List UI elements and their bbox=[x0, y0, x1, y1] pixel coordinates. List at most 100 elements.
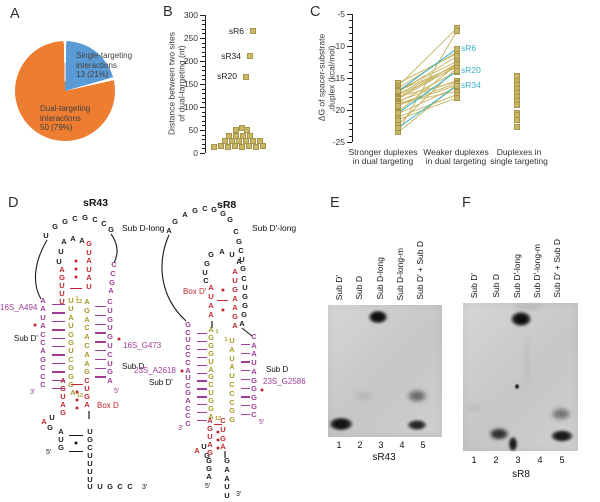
nucleotide: U bbox=[60, 392, 66, 401]
connector-line bbox=[397, 84, 458, 133]
nucleotide: U bbox=[68, 296, 74, 305]
connector-line bbox=[397, 64, 458, 95]
nucleotide: G bbox=[208, 396, 214, 406]
pair-dash bbox=[197, 396, 207, 398]
nucleotide: G bbox=[251, 375, 257, 385]
pair-dot bbox=[216, 438, 220, 442]
nucleotide: A bbox=[86, 256, 92, 266]
nucleotide: C bbox=[40, 363, 46, 373]
axis-tick bbox=[202, 42, 205, 44]
axis-tick bbox=[200, 84, 205, 85]
gel-band bbox=[507, 434, 519, 454]
lane-number: 1 bbox=[336, 440, 342, 450]
backbone-curve bbox=[110, 233, 118, 264]
nucleotide: C bbox=[185, 418, 191, 428]
pair-dash bbox=[241, 370, 250, 372]
backbone-curve bbox=[34, 239, 48, 300]
nucleotide: A bbox=[84, 349, 90, 359]
nucleotide: A bbox=[208, 364, 214, 374]
nucleotide: U bbox=[68, 304, 74, 314]
nucleotide: U bbox=[224, 482, 230, 492]
nucleotide: G bbox=[242, 292, 248, 301]
pie-label-single: Single-targeting interactions 13 (21%) bbox=[76, 51, 133, 79]
nucleotide: A bbox=[107, 376, 113, 386]
nucleotide: C bbox=[40, 371, 46, 381]
pair-dash bbox=[52, 346, 65, 348]
labeled-point bbox=[247, 53, 253, 60]
panel-label-f: F bbox=[462, 195, 471, 211]
axis-tick bbox=[349, 39, 352, 41]
nucleotide: G bbox=[185, 388, 191, 398]
panel-label-c: C bbox=[310, 4, 321, 20]
nucleotide: C bbox=[107, 349, 113, 359]
panel-label-d: D bbox=[8, 195, 19, 211]
nucleotide: G bbox=[208, 404, 214, 413]
tick-label: 300 bbox=[183, 9, 198, 20]
connector-line bbox=[397, 70, 458, 114]
axis-tick bbox=[349, 52, 352, 54]
y-axis-title: ΔG of spacer-substrate duplex (kcal/mol) bbox=[316, 33, 337, 122]
nucleotide: U bbox=[107, 305, 113, 315]
lane-label: Sub D' bbox=[334, 274, 344, 300]
structure-label: sR8 bbox=[217, 199, 237, 211]
nucleotide: G bbox=[220, 433, 226, 443]
data-point bbox=[218, 143, 224, 150]
axis-tick bbox=[347, 110, 352, 111]
pair-dot bbox=[75, 406, 79, 410]
structure-label: 16S_G473 bbox=[123, 341, 162, 350]
nucleotide: A bbox=[251, 340, 257, 350]
data-point bbox=[454, 94, 460, 101]
axis-tick bbox=[202, 111, 205, 113]
nucleotide: C bbox=[40, 338, 46, 347]
pair-dash bbox=[197, 380, 207, 382]
axis-tick bbox=[200, 38, 205, 39]
connector-line bbox=[397, 67, 458, 126]
structure-label: 3' bbox=[142, 484, 148, 491]
nucleotide: G bbox=[52, 222, 58, 231]
nucleotide: G bbox=[207, 448, 213, 457]
nucleotide: A bbox=[251, 366, 257, 376]
nucleotide: U bbox=[87, 475, 93, 484]
pair-dash bbox=[95, 376, 106, 378]
pair-dot bbox=[117, 337, 121, 341]
nucleotide: G bbox=[229, 406, 235, 416]
pair-dash bbox=[52, 337, 65, 339]
connector-line bbox=[397, 84, 458, 106]
nucleotide: C bbox=[101, 219, 107, 228]
data-point bbox=[395, 124, 401, 131]
axis-tick bbox=[349, 135, 352, 137]
axis-tick bbox=[349, 116, 352, 118]
labeled-point bbox=[250, 28, 256, 35]
nucleotide: A bbox=[84, 297, 90, 306]
nucleotide: A bbox=[239, 319, 245, 328]
pair-dot bbox=[74, 267, 78, 271]
tick-label: 200 bbox=[183, 55, 198, 66]
axis-tick bbox=[202, 143, 205, 145]
structure-label: 16S_A494 bbox=[0, 303, 38, 312]
connector-line bbox=[397, 80, 458, 102]
nucleotide: U bbox=[251, 358, 257, 368]
nucleotide: G bbox=[232, 312, 238, 321]
pair-dash bbox=[197, 364, 207, 366]
axis-tick bbox=[202, 51, 205, 53]
gel-band bbox=[365, 308, 391, 326]
nucleotide: A bbox=[59, 265, 65, 274]
point-label: sR6 bbox=[228, 25, 244, 36]
y-axis bbox=[352, 14, 353, 142]
pair-dash bbox=[70, 288, 82, 290]
nucleotide: U bbox=[208, 356, 214, 366]
nucleotide: C bbox=[185, 327, 191, 337]
point-label: sR20 bbox=[217, 71, 237, 82]
axis-tick bbox=[202, 88, 205, 90]
data-point bbox=[246, 143, 252, 150]
structure-label: Sub D-long bbox=[122, 223, 165, 233]
gel-band bbox=[404, 388, 430, 404]
connector-line bbox=[397, 30, 458, 133]
axis-tick bbox=[200, 153, 205, 154]
nucleotide: U bbox=[58, 247, 64, 256]
pair-dot bbox=[216, 446, 220, 450]
axis-tick bbox=[349, 65, 352, 67]
nucleotide: A bbox=[208, 325, 214, 334]
nucleotide: A bbox=[70, 388, 76, 397]
axis-tick bbox=[347, 142, 352, 143]
